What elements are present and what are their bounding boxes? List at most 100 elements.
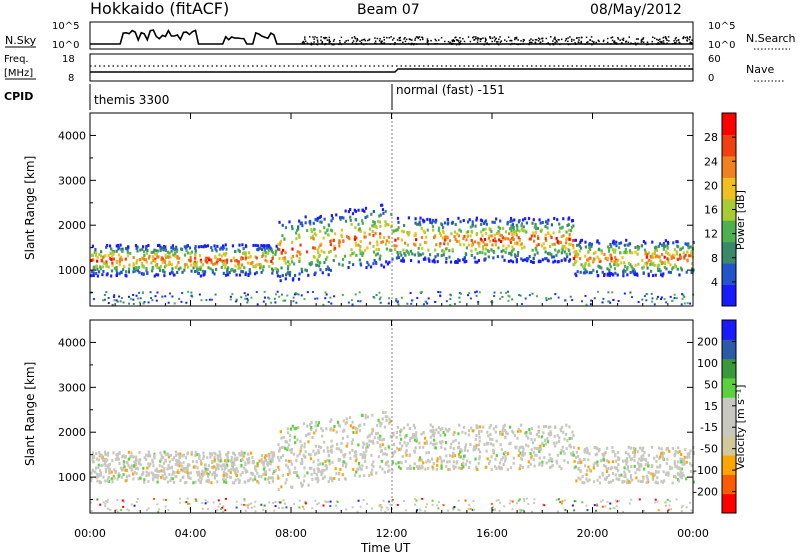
noise-cell [378,298,381,301]
noise-cell [519,510,522,513]
scatter-cell [680,476,684,480]
scatter-cell [440,254,443,258]
scatter-cell [392,433,395,437]
scatter-cell [198,475,202,479]
scatter-cell [230,467,233,471]
noise-cell [521,509,524,512]
scatter-cell [211,270,214,274]
scatter-cell [449,454,452,458]
scatter-cell [125,468,128,472]
scatter-cell [384,410,387,414]
scatter-cell [515,260,518,264]
scatter-cell [558,230,561,234]
scatter-cell [365,446,368,450]
scatter-cell [161,268,165,272]
scatter-cell [277,465,280,469]
scatter-cell [397,220,400,224]
scatter-cell [395,462,398,466]
colorbar-tick-label: -200 [693,486,718,499]
scatter-cell [601,270,604,274]
scatter-cell [106,453,110,457]
scatter-cell [644,463,647,467]
scatter-cell [636,252,639,256]
scatter-cell [298,219,301,223]
scatter-cell [385,239,388,243]
scatter-cell [506,220,509,224]
scatter-cell [137,265,140,269]
scatter-cell [679,255,683,259]
scatter-cell [132,464,136,468]
scatter-cell [564,246,567,250]
noise-cell [586,509,589,512]
noise-cell [402,500,405,503]
scatter-cell [225,480,228,484]
nsearch-point [565,38,568,40]
scatter-cell [473,256,476,260]
scatter-cell [98,252,101,256]
scatter-cell [136,245,139,249]
nsearch-point [591,43,593,46]
scatter-cell [475,443,478,447]
scatter-cell [441,439,444,443]
scatter-cell [592,268,595,272]
scatter-cell [391,459,395,463]
noise-cell [262,300,265,303]
scatter-cell [447,221,450,225]
scatter-cell [425,451,428,455]
scatter-cell [490,442,493,446]
scatter-cell [572,257,576,261]
noise-cell [645,299,648,302]
scatter-cell [386,415,389,419]
scatter-cell [568,228,571,232]
scatter-cell [101,273,104,277]
scatter-cell [520,224,523,228]
scatter-cell [214,468,218,472]
nsearch-point [584,43,586,45]
noise-cell [573,509,576,512]
scatter-cell [289,433,292,437]
scatter-cell [351,426,355,430]
noise-cell [458,291,461,294]
scatter-cell [601,473,604,477]
scatter-cell [462,425,465,429]
noise-cell [286,294,289,297]
nsearch-point [657,42,659,44]
scatter-cell [307,452,310,456]
scatter-cell [588,271,591,275]
nsearch-point [531,41,533,44]
scatter-cell [476,425,479,429]
scatter-cell [276,270,279,274]
scatter-cell [241,270,244,274]
noise-cell [617,299,620,302]
scatter-cell [147,462,150,466]
scatter-cell [375,471,378,475]
nsearch-point [331,43,333,46]
scatter-cell [204,259,207,263]
scatter-cell [145,246,148,250]
scatter-cell [520,242,523,246]
noise-cell [273,509,276,512]
scatter-cell [521,450,525,454]
scatter-cell [460,466,464,470]
scatter-cell [630,457,634,461]
scatter-cell [647,470,650,474]
scatter-cell [375,262,378,266]
noise-cell [616,500,619,503]
scatter-cell [286,465,290,469]
scatter-cell [289,427,293,431]
scatter-cell [477,241,480,245]
noise-cell [96,498,99,501]
scatter-cell [102,475,105,479]
scatter-cell [236,456,239,460]
noise-cell [341,293,344,296]
noise-cell [379,296,382,299]
nsearch-point [351,41,354,44]
scatter-cell [219,258,222,262]
scatter-cell [478,250,481,254]
scatter-cell [241,263,244,267]
scatter-cell [629,251,632,255]
scatter-cell [615,466,619,470]
scatter-cell [252,243,255,247]
nsearch-point [581,36,583,39]
scatter-cell [278,257,281,261]
